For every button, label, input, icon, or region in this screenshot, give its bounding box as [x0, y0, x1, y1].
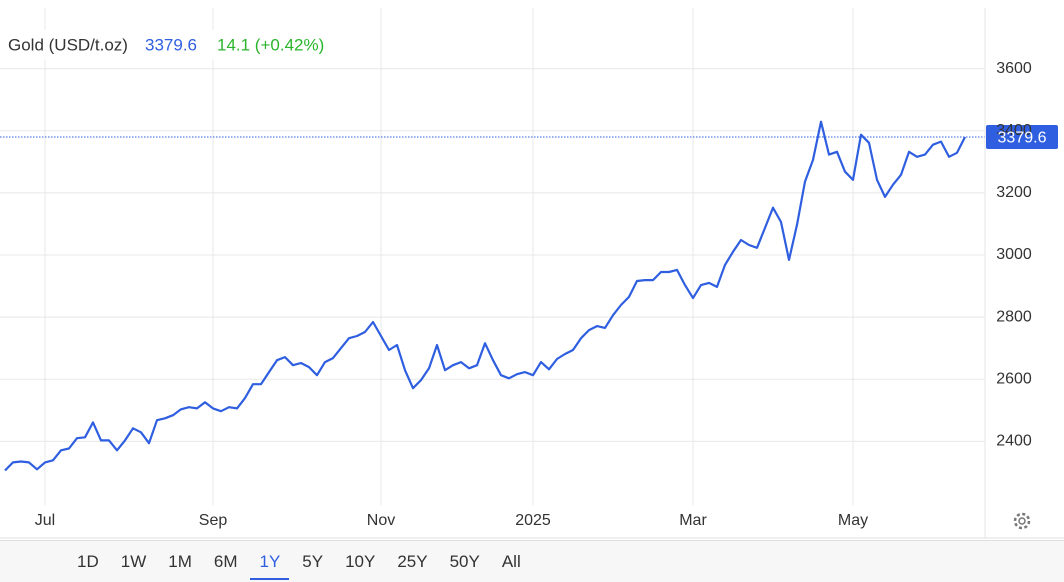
x-tick-label: Sep — [199, 512, 228, 529]
y-tick-label: 3600 — [996, 60, 1032, 77]
x-tick-label: Nov — [367, 512, 395, 529]
x-tick-label: Mar — [679, 512, 707, 529]
range-button[interactable]: 1M — [159, 544, 201, 580]
x-tick-label: Jul — [35, 512, 55, 529]
range-button[interactable]: 1W — [112, 544, 156, 580]
range-button[interactable]: 25Y — [388, 544, 436, 580]
settings-icon[interactable] — [1013, 512, 1031, 530]
range-button[interactable]: 10Y — [336, 544, 384, 580]
range-button[interactable]: 50Y — [441, 544, 489, 580]
range-button[interactable]: 6M — [205, 544, 247, 580]
y-tick-label: 2600 — [996, 370, 1032, 387]
y-tick-label: 2800 — [996, 308, 1032, 325]
x-tick-label: 2025 — [515, 512, 551, 529]
x-tick-label: May — [838, 512, 868, 529]
header-bg — [4, 30, 344, 60]
y-tick-label: 3200 — [996, 184, 1032, 201]
last-price-box — [986, 125, 1058, 150]
y-tick-label: 3000 — [996, 246, 1032, 263]
y-tick-label: 3400 — [996, 122, 1032, 139]
header-change: 14.1 (+0.42%) — [217, 35, 324, 54]
range-button[interactable]: 5Y — [293, 544, 332, 580]
header-price: 3379.6 — [145, 35, 197, 54]
range-button[interactable]: 1D — [68, 544, 108, 580]
price-line — [4, 120, 966, 472]
range-button[interactable]: 1Y — [250, 544, 290, 580]
y-tick-label: 2400 — [996, 433, 1032, 450]
chart: Gold (USD/t.oz) 3379.6 14.1 (+0.42%) 240… — [0, 8, 1064, 539]
last-price-label: 3379.6 — [998, 129, 1047, 146]
range-button[interactable]: All — [493, 544, 530, 580]
range-bar: 1D 1W 1M 6M 1Y 5Y 10Y 25Y 50Y All — [0, 540, 1064, 582]
title: Gold (USD/t.oz) — [8, 35, 128, 54]
